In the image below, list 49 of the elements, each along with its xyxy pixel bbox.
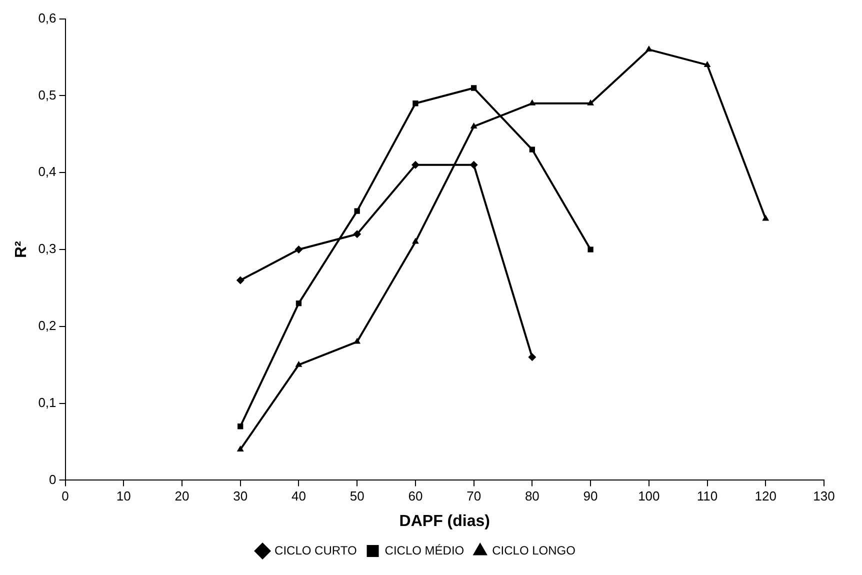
point [528,99,536,106]
point [412,238,419,244]
x-tick-label: 120 [754,488,776,504]
point [296,300,302,306]
point [704,60,711,67]
point [588,246,594,252]
point [354,208,360,214]
point [353,230,362,238]
point [529,146,536,152]
y-tick-label: 0,3 [38,241,56,256]
y-axis-title: R² [13,241,30,258]
point [470,160,478,169]
x-tick-label: 110 [696,488,718,504]
x-tick-label: 0 [62,488,69,504]
legend-label: CICLO MÉDIO [384,543,464,558]
legend-label: CICLO CURTO [274,543,357,558]
y-tick-label: 0,4 [38,164,56,180]
point [470,122,478,128]
point [762,214,770,221]
y-tick-label: 0,6 [38,10,56,26]
x-tick-label: 50 [350,488,364,504]
y-tick-label: 0,2 [38,318,56,333]
point [236,445,244,452]
x-tick-label: 30 [233,488,248,504]
point [294,246,303,254]
point [411,160,420,169]
y-tick-label: 0,1 [38,394,56,410]
x-tick-label: 40 [291,488,306,504]
x-tick-label: 100 [638,488,660,504]
x-tick-label: 60 [408,488,423,504]
legend-label: CICLO LONGO [492,543,576,558]
y-tick-label: 0,5 [38,87,56,102]
point [528,353,536,362]
x-tick-label: 130 [813,488,835,504]
y-tick-label: 0 [49,472,56,487]
x-axis-title: DAPF (dias) [399,512,490,530]
point [236,276,244,284]
point [587,99,594,106]
x-tick-label: 90 [583,488,598,504]
point [470,85,477,91]
point [238,424,244,430]
x-tick-label: 80 [524,488,540,504]
point [412,100,418,106]
x-tick-label: 70 [466,488,482,504]
x-tick-label: 20 [174,488,190,504]
point [645,46,652,52]
x-tick-label: 10 [116,488,131,504]
point [295,360,302,367]
point [354,338,361,344]
